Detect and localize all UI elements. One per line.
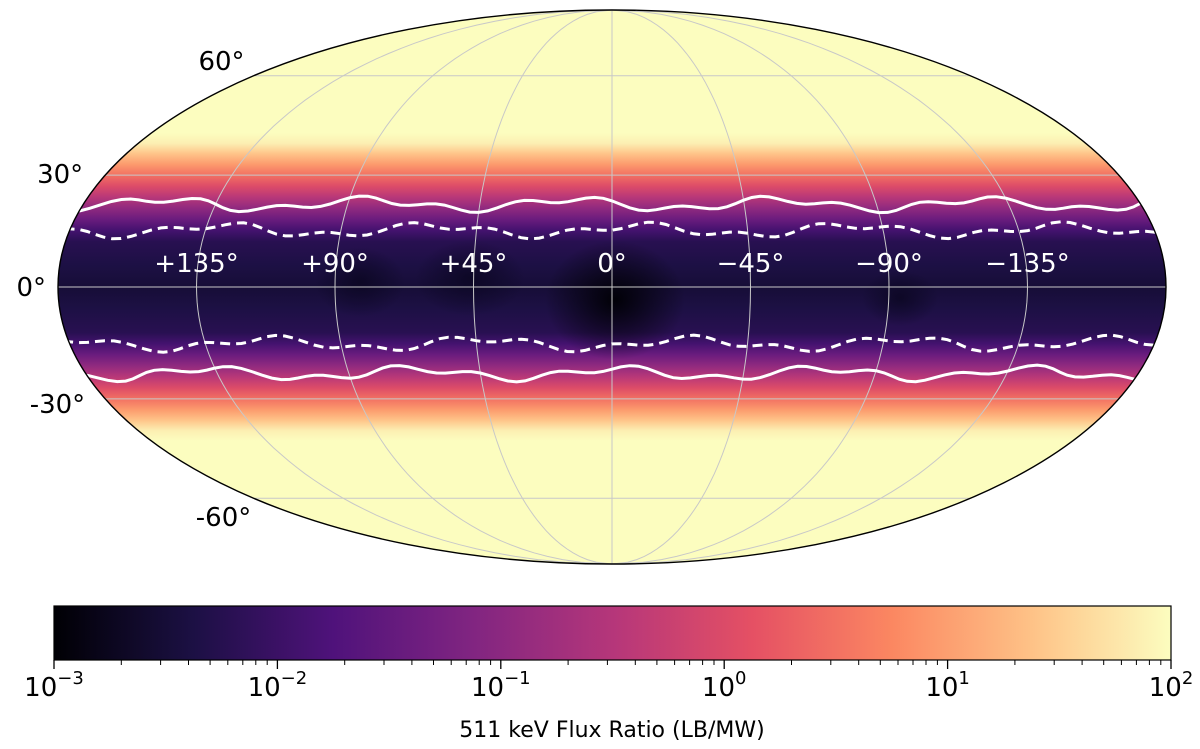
- lon-label: +135°: [154, 249, 238, 279]
- lat-label: 60°: [198, 47, 244, 77]
- lon-label: −45°: [717, 249, 785, 279]
- dark-clump-east: [862, 270, 938, 326]
- dark-clump-far-west: [315, 247, 405, 317]
- contour-dashed-south: [68, 333, 1154, 354]
- sky-map: [58, 10, 1166, 564]
- lon-label: 0°: [597, 249, 627, 279]
- colorbar-tick-label: 10−2: [248, 668, 308, 703]
- contours: [68, 194, 1156, 384]
- lat-label: 0°: [16, 273, 46, 303]
- lat-label: 30°: [37, 160, 83, 190]
- contour-solid-south: [86, 363, 1135, 384]
- contour-solid-north: [78, 194, 1141, 215]
- contour-dashed-north: [70, 220, 1156, 241]
- colorbar-ticks: 10−3 10−2 10−1 100 101 102: [24, 660, 1193, 703]
- colorbar-label: 511 keV Flux Ratio (LB/MW): [459, 718, 764, 743]
- meridian--45: [611, 10, 752, 564]
- lat-label: -60°: [196, 503, 251, 533]
- meridian--135: [611, 10, 1029, 564]
- graticule: [58, 10, 1166, 564]
- colorbar: [53, 605, 1172, 661]
- meridian-90: [334, 10, 613, 564]
- lon-label: +90°: [301, 249, 369, 279]
- meridian--90: [611, 10, 890, 564]
- colorbar-tick-label: 100: [702, 668, 747, 703]
- longitude-labels: +135° +90° +45° 0° −45° −90° −135°: [154, 249, 1069, 279]
- dark-clump-west: [415, 240, 525, 316]
- meridian-45: [472, 10, 613, 564]
- colorbar-tick-label: 10−3: [24, 668, 84, 703]
- lon-label: −90°: [855, 249, 923, 279]
- lat-label: -30°: [30, 390, 85, 420]
- meridian-135: [195, 10, 613, 564]
- central-dark-core: [545, 240, 685, 360]
- lon-label: −135°: [985, 249, 1069, 279]
- colorbar-tick-label: 102: [1149, 668, 1194, 703]
- latitude-labels: 60° 30° 0° -30° -60°: [16, 47, 251, 533]
- lon-label: +45°: [440, 249, 508, 279]
- colorbar-tick-label: 10−1: [471, 668, 531, 703]
- map-boundary: [57, 9, 1167, 565]
- colorbar-tick-label: 101: [925, 668, 970, 703]
